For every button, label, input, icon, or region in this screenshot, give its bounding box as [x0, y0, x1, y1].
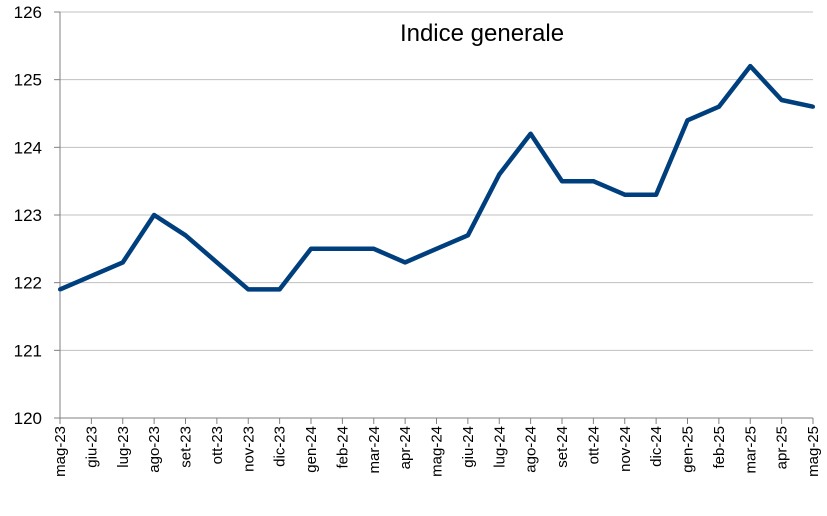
data-point	[591, 179, 596, 184]
x-tick-label: mag-24	[429, 426, 446, 477]
data-point	[716, 104, 721, 109]
chart-title: Indice generale	[400, 20, 564, 47]
x-tick-label: ott-23	[209, 426, 226, 464]
x-tick-label: gen-25	[680, 426, 697, 473]
data-point	[685, 118, 690, 123]
gridlines	[60, 11, 813, 351]
x-tick-label: feb-25	[711, 426, 728, 469]
series-group	[58, 63, 815, 292]
x-tick-label: giu-23	[83, 426, 100, 468]
data-point	[465, 233, 470, 238]
data-point	[654, 192, 659, 197]
x-tick-label: mar-24	[366, 426, 383, 474]
data-point	[403, 260, 408, 265]
data-point	[340, 246, 345, 251]
x-tick-label: ago-24	[523, 426, 540, 473]
data-point	[497, 172, 502, 177]
x-tick-label: gen-24	[303, 426, 320, 473]
data-point	[309, 246, 313, 251]
y-tick-label: 125	[14, 71, 42, 90]
x-tick-labels: mag-23 giu-23 lug-23 ago-23 set-23 ott-23 nov-…	[52, 426, 822, 477]
data-point	[246, 287, 251, 292]
x-tick-label: dic-23	[272, 426, 289, 467]
series-line	[59, 63, 814, 292]
data-point	[528, 131, 533, 136]
y-tick-label: 121	[14, 341, 42, 360]
x-tick-label: apr-25	[774, 426, 791, 469]
x-tick-label: dic-24	[648, 426, 665, 467]
x-tick-label: feb-24	[334, 426, 351, 469]
data-point	[434, 246, 439, 251]
data-point	[58, 287, 62, 292]
data-point	[183, 233, 188, 238]
x-tick-label: lug-24	[491, 426, 508, 468]
y-tick-label: 122	[14, 274, 42, 293]
x-tick-label: nov-23	[240, 426, 257, 472]
data-point	[371, 246, 376, 251]
y-tick-label: 120	[14, 409, 42, 428]
data-point	[811, 104, 815, 109]
data-point	[748, 64, 753, 69]
y-tick-label: 123	[14, 206, 42, 225]
x-tick-label: giu-24	[460, 426, 477, 468]
data-point	[152, 213, 157, 217]
axes	[54, 11, 814, 424]
data-point	[214, 260, 219, 265]
data-point	[779, 97, 784, 102]
x-tick-label: ago-23	[146, 426, 163, 473]
x-tick-label: ott-24	[585, 426, 602, 464]
x-tick-label: nov-24	[617, 426, 634, 472]
y-tick-labels: 120 121 122 123 124 125 126	[14, 3, 42, 428]
x-tick-label: set-23	[178, 426, 195, 468]
x-tick-label: lug-23	[115, 426, 132, 468]
y-tick-label: 124	[14, 138, 42, 157]
data-point	[560, 179, 564, 184]
data-point	[89, 273, 94, 278]
data-point	[120, 260, 125, 265]
x-tick-label: set-24	[554, 426, 571, 468]
data-point	[622, 192, 627, 197]
data-point	[277, 287, 282, 292]
y-tick-label: 126	[14, 3, 42, 22]
x-tick-label: mag-25	[805, 426, 822, 477]
x-tick-label: apr-24	[397, 426, 414, 469]
x-tick-label: mag-23	[52, 426, 69, 477]
x-tick-label: mar-25	[742, 426, 759, 474]
